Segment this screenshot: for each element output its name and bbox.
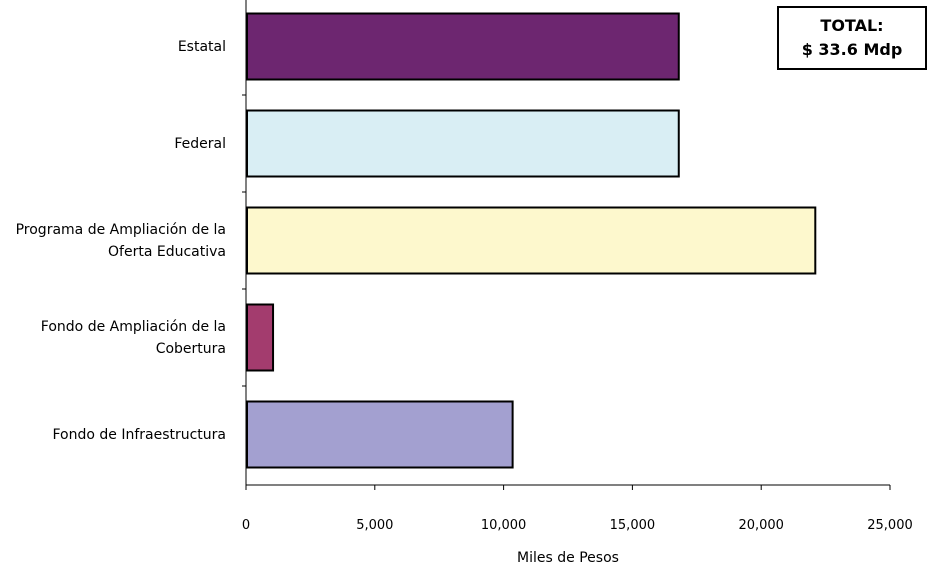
total-label: TOTAL:	[820, 16, 884, 35]
x-ticks-group: 0 5,000 10,000 15,000 20,000 25,000	[242, 485, 913, 533]
bars-group	[246, 12, 817, 469]
category-label-fondo-ampliacion-cobertura: Fondo de Ampliación de la Cobertura	[6, 308, 226, 368]
total-box: TOTAL: $ 33.6 Mdp	[777, 6, 927, 70]
category-label-estatal: Estatal	[6, 17, 226, 77]
x-tick-label: 20,000	[738, 518, 784, 533]
category-label-text: Programa de Ampliación de la Oferta Educ…	[15, 221, 226, 260]
category-label-text: Federal	[174, 135, 226, 152]
bar-estatal	[246, 12, 680, 81]
y-ticks-group	[242, 94, 246, 387]
category-label-programa-ampliacion-oferta: Programa de Ampliación de la Oferta Educ…	[6, 211, 226, 271]
bar-fondo-infraestructura	[246, 400, 514, 469]
bar-programa-ampliacion-oferta	[246, 206, 817, 275]
category-label-federal: Federal	[6, 114, 226, 174]
x-axis-title: Miles de Pesos	[517, 550, 619, 565]
category-label-text: Fondo de Ampliación de la Cobertura	[40, 318, 226, 357]
x-tick-label: 0	[242, 518, 250, 533]
category-label-text: Fondo de Infraestructura	[52, 426, 226, 443]
x-tick-label: 5,000	[356, 518, 393, 533]
x-tick-label: 10,000	[481, 518, 527, 533]
category-label-text: Estatal	[177, 38, 226, 55]
bar-fondo-ampliacion-cobertura	[246, 303, 275, 372]
x-tick-label: 25,000	[867, 518, 913, 533]
category-label-fondo-infraestructura: Fondo de Infraestructura	[6, 405, 226, 465]
total-value: $ 33.6 Mdp	[801, 40, 903, 59]
x-tick-label: 15,000	[610, 518, 656, 533]
bar-federal	[246, 109, 680, 178]
